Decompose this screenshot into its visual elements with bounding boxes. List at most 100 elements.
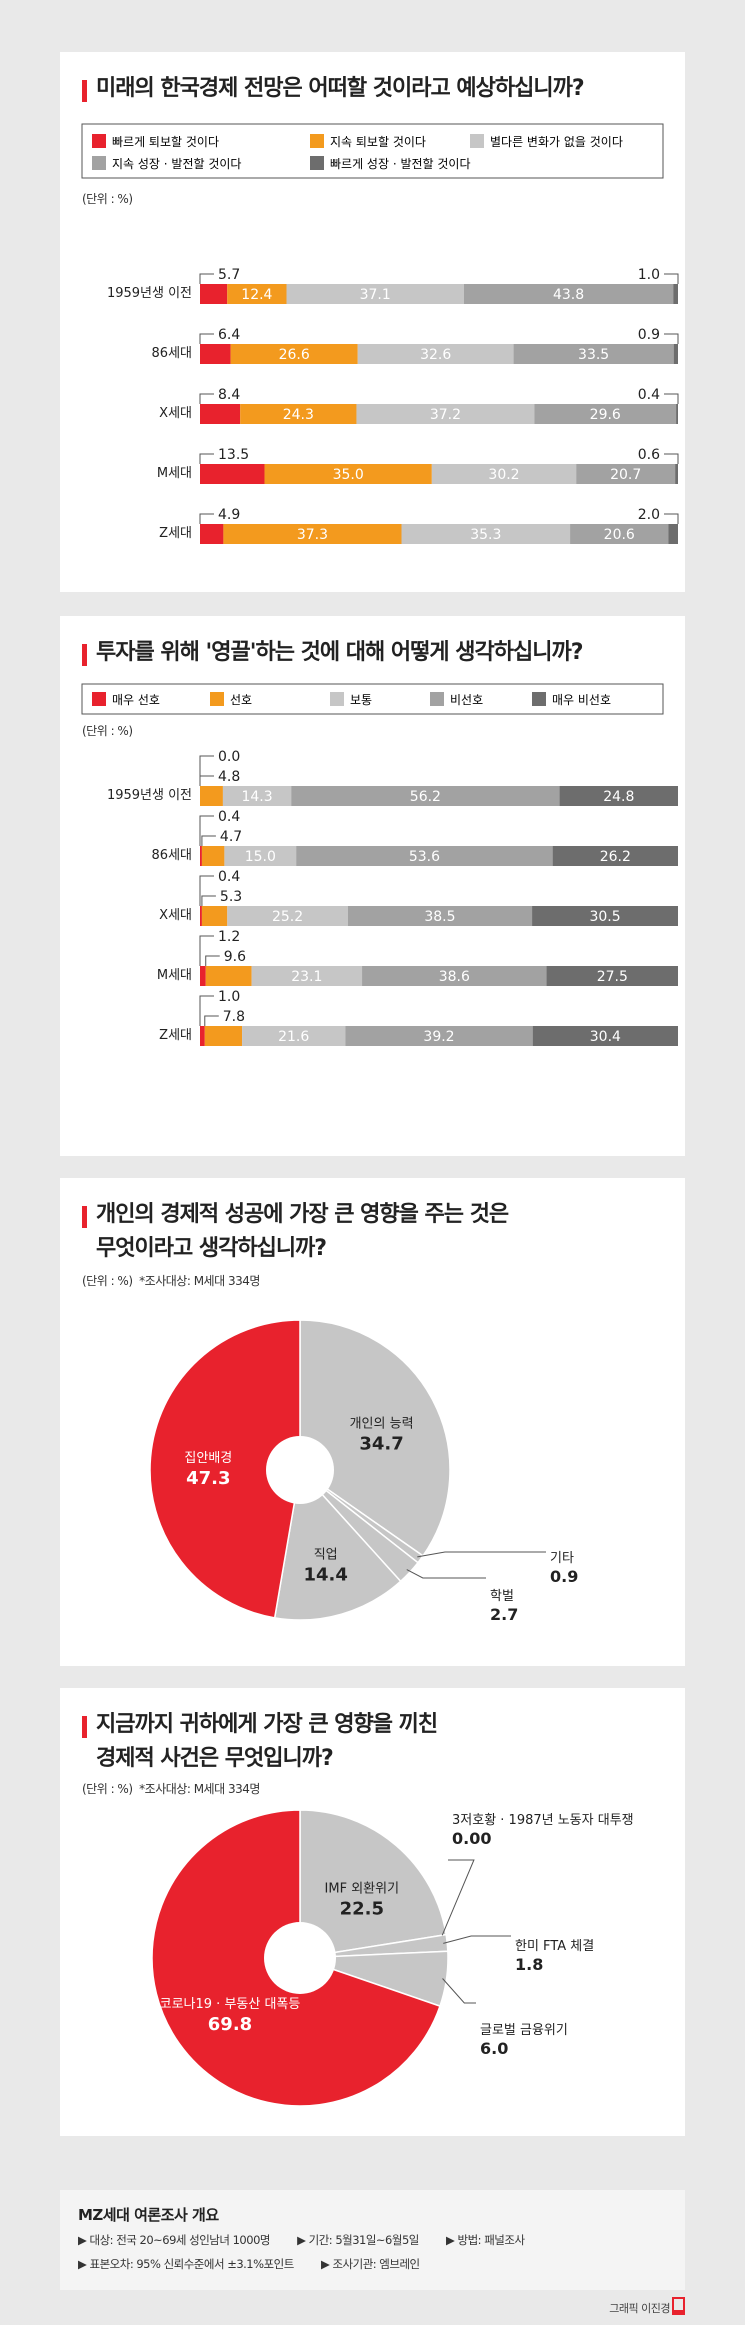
bar-segment <box>230 344 358 364</box>
outlook-bar-chart: 1959년생 이전 12.4 37.1 43.8 5.7 1.0 86세대 26.6 32.6 3… <box>107 267 679 544</box>
bar-value-label: 24.3 <box>283 407 314 423</box>
bar-segment <box>200 344 231 364</box>
bar-category-label: 1959년생 이전 <box>107 286 192 301</box>
bar-callout-line <box>199 333 214 344</box>
pie-slice-label: IMF 외환위기 <box>325 1882 400 1897</box>
bar-segment <box>201 906 228 926</box>
bar-segment <box>200 284 228 304</box>
bar-segment <box>431 464 577 484</box>
bar-category-label: X세대 <box>159 406 192 421</box>
pie-slice-value: 47.3 <box>186 1468 230 1489</box>
success-factor-unit: (단위 : %) <box>82 1274 133 1288</box>
bar-segment <box>463 284 674 304</box>
pie-slice-label: 개인의 능력 <box>350 1416 414 1431</box>
bar-value-label: 38.5 <box>424 909 455 925</box>
pie-slice <box>273 1468 402 1621</box>
bar-value-label: 43.8 <box>553 287 584 303</box>
bar-callout-line <box>664 333 679 344</box>
survey-period: ▶ 기간: 5월31일~6월5일 <box>297 2233 419 2247</box>
bar-segment <box>532 1026 678 1046</box>
survey-target: ▶ 대상: 전국 20~69세 성인남녀 1000명 <box>78 2233 270 2247</box>
bar-value-label: 30.5 <box>589 909 620 925</box>
bar-value-label: 38.6 <box>439 969 470 985</box>
survey-error: ▶ 표본오차: 95% 신뢰수준에서 ±3.1%포인트 <box>78 2257 294 2271</box>
bar-value-label: 26.2 <box>600 849 631 865</box>
success-factor-chart-card: 개인의 경제적 성공에 가장 큰 영향을 주는 것은 무엇이라고 생각하십니까?… <box>60 1178 685 1666</box>
bar-category-label: 86세대 <box>152 848 192 863</box>
bar-segment <box>673 284 678 304</box>
bar-value-label: 2.0 <box>638 507 660 523</box>
bar-value-label: 0.0 <box>218 749 240 765</box>
survey-overview-title: MZ세대 여론조사 개요 <box>78 2206 219 2224</box>
debt-investment-chart-card: 투자를 위해 '영끌'하는 것에 대해 어떻게 생각하십니까? 매우 선호 선호… <box>60 616 685 1156</box>
bar-value-label: 37.2 <box>430 407 461 423</box>
pie-slice <box>299 1809 448 1959</box>
pie-slice-value: 14.4 <box>303 1564 347 1585</box>
bar-value-label: 24.8 <box>603 789 634 805</box>
bar-segment <box>673 344 678 364</box>
bar-value-label: 4.7 <box>220 829 242 845</box>
legend-swatch-strong-prefer <box>92 692 106 706</box>
bar-value-label: 4.8 <box>218 769 240 785</box>
bar-segment <box>200 464 265 484</box>
bar-segment <box>251 966 363 986</box>
bar-value-label: 53.6 <box>409 849 440 865</box>
bar-segment <box>205 966 252 986</box>
bar-value-label: 12.4 <box>241 287 272 303</box>
debt-investment-chart-title: 투자를 위해 '영끌'하는 것에 대해 어떻게 생각하십니까? <box>82 636 583 670</box>
economic-event-title-line2: 경제적 사건은 무엇입니까? <box>96 1746 334 1771</box>
bar-value-label: 20.6 <box>604 527 635 543</box>
bar-callout-line <box>199 995 214 1026</box>
bar-value-label: 37.3 <box>297 527 328 543</box>
pie-leader-line <box>406 1569 486 1579</box>
pie-slice-label: 기타 <box>550 1551 574 1566</box>
legend-swatch-slow-growth <box>92 156 106 170</box>
pie-leader-line <box>417 1551 546 1558</box>
bar-value-label: 5.7 <box>218 267 240 283</box>
bar-callout-line <box>201 895 216 906</box>
bar-value-label: 39.2 <box>423 1029 454 1045</box>
bar-segment <box>200 906 202 926</box>
bar-segment <box>675 464 678 484</box>
legend-swatch-fast-decline <box>92 134 106 148</box>
bar-value-label: 0.4 <box>218 809 240 825</box>
bar-value-label: 30.4 <box>590 1029 621 1045</box>
bar-value-label: 20.7 <box>610 467 641 483</box>
survey-overview-row1: ▶ 대상: 전국 20~69세 성인남녀 1000명 ▶ 기간: 5월31일~6… <box>78 2232 549 2248</box>
bar-callout-line <box>199 875 214 906</box>
pie-leader-line <box>442 1978 476 2004</box>
bar-segment <box>559 786 678 806</box>
pie-center-hole <box>266 1436 334 1504</box>
economic-event-chart-card: 지금까지 귀하에게 가장 큰 영향을 끼친 경제적 사건은 무엇입니까? (단위… <box>60 1688 685 2136</box>
pie-slice-value: 0.9 <box>550 1567 578 1586</box>
legend-swatch-neutral <box>330 692 344 706</box>
bar-callout-line <box>199 815 214 846</box>
bar-value-label: 27.5 <box>597 969 628 985</box>
bar-value-label: 37.1 <box>360 287 391 303</box>
bar-segment <box>576 464 676 484</box>
pie-slice-label: 한미 FTA 체결 <box>515 1939 594 1954</box>
legend-label-strong-dislike: 매우 비선호 <box>552 693 611 707</box>
pie-slice <box>299 1319 451 1557</box>
economic-event-note: *조사대상: M세대 334명 <box>139 1782 260 1796</box>
bar-segment <box>224 846 297 866</box>
pie-slice-label: 3저호황 · 1987년 노동자 대투쟁 <box>452 1813 634 1828</box>
bar-segment <box>668 524 678 544</box>
bar-segment <box>200 524 224 544</box>
graphic-credit: 그래픽 이진경 <box>609 2302 670 2315</box>
debt-investment-bar-chart: 1959년생 이전 14.3 56.2 24.8 0.0 4.8 86세대 15.0 53.6 2… <box>107 749 678 1046</box>
legend-label-strong-prefer: 매우 선호 <box>112 693 160 707</box>
bar-segment <box>200 966 206 986</box>
success-factor-unit-note: (단위 : %) *조사대상: M세대 334명 <box>82 1272 260 1289</box>
bar-segment <box>534 404 677 424</box>
bar-value-label: 6.4 <box>218 327 240 343</box>
bar-segment <box>676 404 678 424</box>
bar-value-label: 9.6 <box>224 949 246 965</box>
bar-callout-line <box>204 1015 219 1026</box>
bar-callout-line <box>205 955 220 966</box>
bar-category-label: Z세대 <box>159 526 192 541</box>
bar-segment <box>347 906 533 926</box>
bar-value-label: 1.0 <box>218 989 240 1005</box>
pie-leader-line <box>441 1859 475 1936</box>
